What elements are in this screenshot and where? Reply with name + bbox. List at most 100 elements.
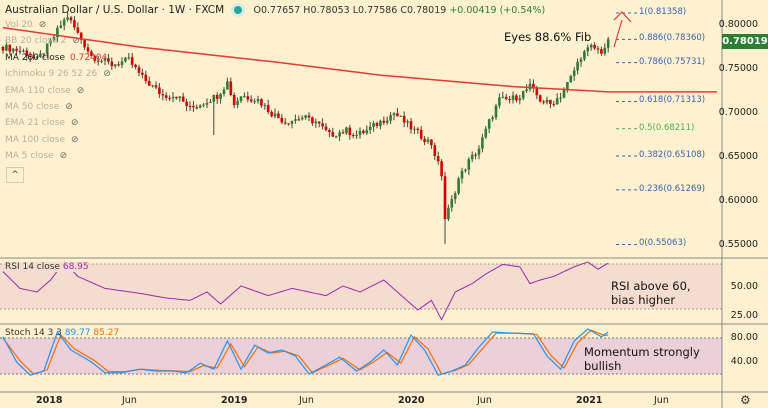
candle-body xyxy=(396,113,399,117)
candle-body xyxy=(212,94,216,102)
collapse-legend-button[interactable]: ^ xyxy=(6,167,24,183)
candle-body xyxy=(59,25,63,28)
rsi-axis-label: 50.00 xyxy=(730,281,758,292)
hidden-eye-icon[interactable]: ⊘ xyxy=(71,134,79,145)
candle-body xyxy=(144,74,148,82)
candle-body xyxy=(470,154,474,160)
candle-body xyxy=(103,58,107,61)
rsi-value: 68.95 xyxy=(62,262,89,272)
stoch-axis-label: 40.00 xyxy=(730,356,758,367)
candle-body xyxy=(600,48,603,54)
candle-body xyxy=(334,136,338,138)
candle-body xyxy=(32,57,35,59)
fib-level-label: 0.786(0.75731) xyxy=(639,56,706,67)
change-value: +0.00419 (+0.54%) xyxy=(449,5,546,16)
fib-level-label: 0.5(0.68211) xyxy=(639,122,695,133)
candle-body xyxy=(56,27,59,38)
candle-body xyxy=(494,105,498,118)
indicator-legend-item[interactable]: BB 20 close 2 ⊘ xyxy=(5,36,80,46)
hidden-eye-icon[interactable]: ⊘ xyxy=(72,36,80,47)
indicator-legend-item[interactable]: MA 5 close ⊘ xyxy=(5,151,67,161)
hidden-eye-icon[interactable]: ⊘ xyxy=(65,102,73,112)
hidden-eye-icon[interactable]: ⊘ xyxy=(76,85,85,96)
candle-body xyxy=(555,98,559,105)
candle-body xyxy=(164,95,168,98)
candle-body xyxy=(18,50,22,52)
price-axis-label: 0.75000 xyxy=(718,63,758,74)
candle-body xyxy=(277,113,280,118)
indicator-label: EMA 110 close xyxy=(5,85,71,96)
stoch-k-line xyxy=(2,328,609,376)
candle-body xyxy=(487,119,491,129)
gear-icon[interactable]: ⚙ xyxy=(740,393,751,407)
candle-body xyxy=(171,96,175,99)
candle-body xyxy=(205,103,209,105)
hidden-eye-icon[interactable]: ⊘ xyxy=(59,151,68,162)
candle-body xyxy=(474,154,477,156)
candle-body xyxy=(113,64,117,67)
symbol-label[interactable]: Australian Dollar / U.S. Dollar · 1W · F… xyxy=(5,4,225,16)
indicator-legend-item[interactable]: EMA 21 close ⊘ xyxy=(5,118,79,128)
indicator-label: MA 5 close xyxy=(5,151,54,162)
indicator-legend-item[interactable]: EMA 110 close ⊘ xyxy=(5,86,84,96)
hidden-eye-icon[interactable]: ⊘ xyxy=(70,118,79,129)
candle-body xyxy=(83,39,86,48)
stoch-k-value: 89.77 xyxy=(64,328,91,338)
indicator-legend-item[interactable]: Vol 20 ⊘ xyxy=(5,20,46,30)
candle-body xyxy=(508,99,511,101)
rsi-legend[interactable]: RSI 14 close 68.95 xyxy=(5,262,89,272)
indicator-label: EMA 21 close xyxy=(5,118,65,129)
stoch-legend[interactable]: Stoch 14 3 3 89.77 85.27 xyxy=(5,328,119,338)
price-axis-label: 0.55000 xyxy=(718,239,758,250)
candle-body xyxy=(515,95,518,101)
candle-body xyxy=(389,115,392,121)
indicator-legend-item[interactable]: MA 100 close ⊘ xyxy=(5,135,79,145)
stoch-annotation-line: bullish xyxy=(584,359,622,373)
candle-body xyxy=(127,57,131,59)
candle-body xyxy=(11,48,15,52)
candle-body xyxy=(5,44,8,51)
indicator-label: MA 50 close xyxy=(5,102,60,112)
candle-body xyxy=(345,127,348,134)
candle-body xyxy=(586,47,590,52)
candle-body xyxy=(52,37,56,41)
candle-body xyxy=(134,64,137,68)
candle-body xyxy=(566,82,569,90)
open-value: O0.77657 xyxy=(253,5,301,16)
fib-level-label: 1(0.81358) xyxy=(639,7,687,18)
candle-body xyxy=(181,96,185,102)
stoch-annotation-line: Momentum strongly xyxy=(584,345,700,359)
price-axis-label: 0.65000 xyxy=(718,151,758,162)
candle-body xyxy=(168,97,171,99)
candle-body xyxy=(290,120,294,124)
candle-body xyxy=(375,123,379,127)
candle-body xyxy=(351,135,355,137)
time-axis-label: 2021 xyxy=(576,395,603,406)
candle-body xyxy=(426,139,430,143)
candle-body xyxy=(348,127,352,136)
candle-body xyxy=(331,131,335,137)
candle-body xyxy=(406,121,409,123)
rsi-label: RSI 14 close xyxy=(5,262,60,272)
candle-body xyxy=(545,99,549,103)
candle-body xyxy=(501,96,505,98)
candle-body xyxy=(62,19,66,26)
indicator-legend-item[interactable]: MA 200 close 0.72404 xyxy=(5,53,107,63)
candle-body xyxy=(596,48,600,50)
ma200-line xyxy=(2,26,717,93)
candle-body xyxy=(450,199,454,208)
stoch-axis-label: 80.00 xyxy=(730,332,758,343)
candle-body xyxy=(192,105,195,108)
candle-body xyxy=(304,115,307,118)
candle-body xyxy=(256,99,260,102)
stoch-annotation: Momentum strongly bullish xyxy=(584,345,700,373)
candle-body xyxy=(236,101,239,105)
candle-body xyxy=(8,44,12,52)
candle-body xyxy=(188,105,192,107)
hidden-eye-icon[interactable]: ⊘ xyxy=(38,20,47,30)
candle-body xyxy=(209,101,212,104)
indicator-legend-item[interactable]: Ichimoku 9 26 52 26 ⊘ xyxy=(5,69,111,79)
indicator-legend-item[interactable]: MA 50 close ⊘ xyxy=(5,102,73,112)
hidden-eye-icon[interactable]: ⊘ xyxy=(103,69,111,80)
